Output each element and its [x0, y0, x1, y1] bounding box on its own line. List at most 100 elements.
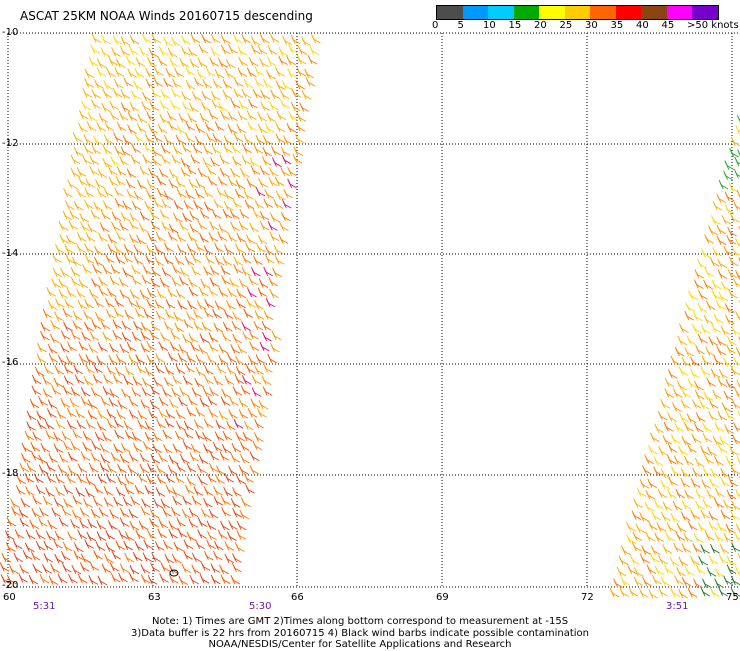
wind-barb — [128, 354, 138, 364]
wind-barb — [104, 297, 115, 308]
wind-barb — [199, 333, 210, 343]
wind-barb — [201, 33, 211, 44]
wind-barb — [175, 409, 186, 420]
wind-barb — [104, 134, 114, 145]
wind-barb — [259, 57, 269, 68]
wind-barb — [232, 487, 242, 497]
wind-barb — [276, 110, 287, 121]
wind-barb — [200, 101, 211, 111]
wind-barb — [247, 408, 258, 418]
wind-barb — [214, 300, 225, 311]
wind-barb — [677, 380, 687, 391]
lat-label: -10 — [2, 27, 19, 38]
wind-barb — [114, 67, 125, 77]
wind-barb — [84, 78, 94, 88]
wind-barb — [112, 35, 123, 45]
wind-barb — [720, 325, 731, 336]
wind-barb — [80, 553, 91, 563]
wind-barb — [203, 145, 213, 155]
wind-barb — [254, 432, 264, 442]
wind-barb — [131, 264, 141, 275]
wind-barb — [66, 287, 77, 298]
wind-barb — [206, 473, 217, 483]
wind-barb — [10, 498, 20, 508]
wind-barb — [179, 276, 189, 286]
wind-barb — [97, 575, 108, 586]
wind-barb — [87, 223, 98, 233]
wind-barb — [222, 89, 233, 100]
wind-barb — [616, 566, 627, 577]
wind-barb — [275, 67, 285, 77]
wind-barb — [690, 509, 700, 520]
wind-barb — [246, 177, 257, 188]
wind-barb — [217, 231, 228, 241]
wind-barb — [81, 100, 91, 111]
wind-barb — [178, 343, 189, 354]
colorbar-label: 20 — [534, 20, 547, 31]
wind-barb — [67, 465, 78, 476]
wind-barb — [227, 531, 237, 541]
wind-barb — [26, 462, 37, 473]
wind-barb — [254, 365, 264, 375]
wind-barb — [201, 508, 211, 518]
wind-barb — [250, 44, 261, 54]
wind-barb — [195, 178, 206, 189]
wind-barb — [245, 363, 256, 374]
wind-barb — [115, 353, 126, 364]
wind-barb — [103, 374, 113, 384]
wind-barb — [283, 135, 293, 145]
wind-barb — [733, 168, 740, 179]
wind-barb — [735, 566, 740, 576]
wind-barb — [713, 313, 724, 324]
wind-barb — [734, 156, 740, 167]
wind-barb — [734, 237, 740, 247]
wind-barb — [633, 498, 643, 508]
wind-barb — [719, 435, 730, 446]
wind-barb — [726, 234, 736, 245]
wind-barb — [280, 166, 290, 177]
wind-barb — [713, 355, 724, 365]
wind-barb — [97, 342, 108, 352]
wind-barb — [681, 388, 692, 398]
wind-barb — [146, 189, 156, 200]
wind-barb — [678, 556, 689, 567]
wind-barb — [141, 498, 151, 508]
wind-barb — [75, 408, 85, 419]
wind-barb — [250, 165, 261, 175]
wind-barb — [685, 302, 696, 312]
wind-barb — [195, 407, 206, 417]
wind-barb — [279, 221, 289, 231]
wind-barb — [666, 522, 677, 532]
wind-barb — [94, 311, 105, 322]
wind-barb — [250, 398, 261, 408]
wind-barb — [651, 510, 661, 521]
wind-barb — [93, 497, 103, 507]
wind-barb — [230, 98, 241, 109]
wind-barb — [172, 374, 182, 385]
wind-barb — [161, 154, 171, 164]
wind-barb — [91, 319, 102, 330]
wind-barb — [261, 156, 272, 166]
wind-barb — [254, 418, 264, 429]
wind-barb — [729, 147, 739, 158]
wind-barb — [100, 396, 111, 407]
wind-barb — [183, 550, 193, 560]
wind-barb — [46, 461, 56, 472]
wind-barb — [131, 275, 142, 285]
wind-barb — [193, 200, 203, 210]
wind-barb — [42, 564, 52, 574]
wind-barb — [690, 356, 700, 367]
wind-barb — [185, 121, 195, 131]
wind-barb — [44, 419, 55, 430]
wind-barb — [702, 498, 713, 509]
wind-barb — [19, 462, 30, 473]
wind-barb — [735, 523, 740, 534]
wind-barb — [93, 135, 103, 146]
wind-barb — [677, 335, 688, 346]
wind-barb — [224, 472, 235, 483]
wind-barb — [200, 278, 211, 289]
wind-barb — [109, 110, 120, 121]
wind-barb — [728, 256, 739, 267]
wind-barb — [247, 121, 257, 132]
